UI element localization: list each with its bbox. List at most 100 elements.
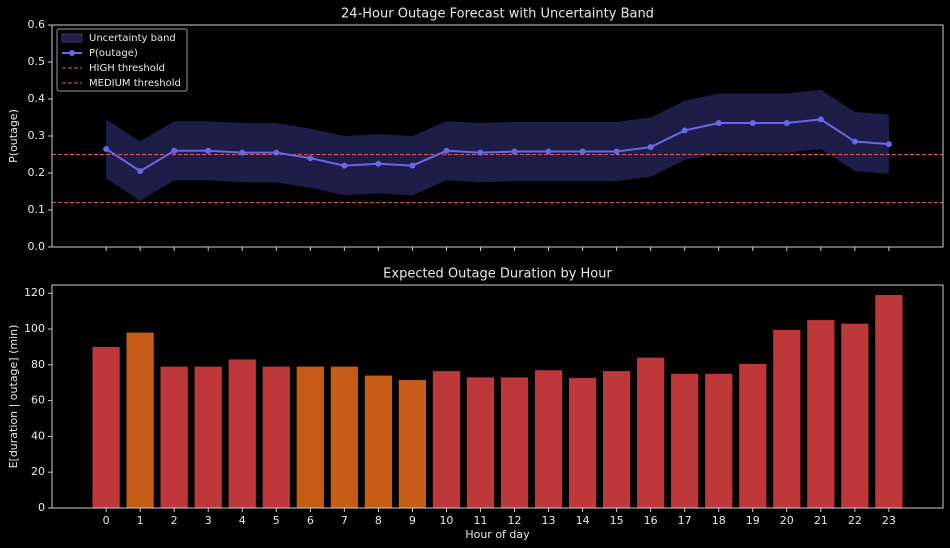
point <box>171 147 178 154</box>
chart-title: Expected Outage Duration by Hour <box>383 267 612 282</box>
x-tick-label: 5 <box>273 514 280 527</box>
y-tick-label: 120 <box>24 286 45 299</box>
bar <box>466 377 495 508</box>
x-tick-label: 20 <box>780 514 794 527</box>
x-tick-label: 14 <box>576 514 590 527</box>
bar <box>705 373 733 508</box>
y-tick-label: 0.0 <box>28 240 46 253</box>
legend-box <box>56 28 188 92</box>
point <box>409 162 416 169</box>
uncertainty-band <box>106 89 889 201</box>
y-tick-label: 20 <box>31 465 45 478</box>
y-axis-label: E[duration | outage] (min) <box>7 325 20 469</box>
bar <box>160 366 188 508</box>
legend-label: MEDIUM threshold <box>89 78 181 89</box>
point <box>647 144 654 151</box>
bar <box>432 371 461 508</box>
y-tick-label: 80 <box>31 358 45 371</box>
point <box>579 148 586 155</box>
x-tick-label: 21 <box>814 514 828 527</box>
legend-label: P(outage) <box>89 48 138 59</box>
legend-marker <box>69 50 75 56</box>
bar <box>500 377 529 508</box>
x-tick-label: 23 <box>882 514 896 527</box>
bar <box>637 357 665 508</box>
chart-title: 24-Hour Outage Forecast with Uncertainty… <box>341 7 654 22</box>
point <box>511 148 518 155</box>
point <box>273 149 280 156</box>
x-tick-label: 6 <box>307 514 314 527</box>
x-tick-label: 18 <box>712 514 726 527</box>
x-axis-label: Hour of day <box>465 528 530 541</box>
x-tick-label: 2 <box>171 514 178 527</box>
bar <box>568 378 597 508</box>
point <box>239 149 246 156</box>
y-tick-label: 0.4 <box>28 92 46 105</box>
y-tick-label: 0.6 <box>28 18 46 31</box>
bar <box>194 366 222 508</box>
point <box>885 141 892 148</box>
x-tick-label: 0 <box>103 514 110 527</box>
y-tick-label: 0 <box>38 501 45 514</box>
point <box>715 120 722 127</box>
point <box>817 116 824 123</box>
bar <box>773 329 801 508</box>
bar <box>330 366 358 508</box>
x-tick-label: 13 <box>542 514 556 527</box>
bar <box>296 366 324 508</box>
x-tick-label: 11 <box>473 514 487 527</box>
x-tick-label: 4 <box>239 514 246 527</box>
x-tick-label: 22 <box>848 514 862 527</box>
bar <box>398 380 427 508</box>
y-tick-label: 0.3 <box>28 129 46 142</box>
point <box>443 147 450 154</box>
legend-label: Uncertainty band <box>89 33 176 44</box>
point <box>103 145 110 152</box>
x-tick-label: 15 <box>610 514 624 527</box>
y-tick-label: 0.2 <box>28 166 46 179</box>
y-tick-label: 0.5 <box>28 55 46 68</box>
bar <box>228 359 256 508</box>
x-tick-label: 1 <box>137 514 144 527</box>
y-tick-label: 100 <box>24 322 45 335</box>
point <box>205 147 212 154</box>
bar <box>671 373 699 508</box>
y-axis-label: P(outage) <box>7 109 20 163</box>
x-tick-label: 8 <box>375 514 382 527</box>
point <box>307 155 314 162</box>
point <box>749 120 756 127</box>
series-line <box>105 118 889 173</box>
x-tick-label: 17 <box>678 514 692 527</box>
bar <box>534 370 563 508</box>
point <box>545 148 552 155</box>
x-tick-label: 10 <box>439 514 453 527</box>
x-tick-label: 12 <box>508 514 522 527</box>
bar <box>807 320 835 508</box>
point <box>613 148 620 155</box>
bar <box>841 323 869 508</box>
bar <box>875 295 903 508</box>
point <box>851 138 858 145</box>
legend-label: HIGH threshold <box>89 63 165 74</box>
y-tick-label: 40 <box>31 429 45 442</box>
point <box>681 127 688 134</box>
legend-swatch <box>61 33 83 43</box>
x-tick-label: 9 <box>409 514 416 527</box>
point <box>137 168 144 175</box>
point <box>783 120 790 127</box>
axes-frame <box>51 284 944 509</box>
axes-frame <box>51 24 944 248</box>
bar <box>364 375 392 508</box>
x-tick-label: 19 <box>746 514 760 527</box>
point <box>477 149 484 156</box>
x-tick-label: 7 <box>341 514 348 527</box>
x-tick-label: 16 <box>644 514 658 527</box>
y-tick-label: 0.1 <box>28 203 46 216</box>
bar <box>262 366 290 508</box>
y-tick-label: 60 <box>31 394 45 407</box>
point <box>375 160 382 167</box>
bar <box>739 363 767 508</box>
x-tick-label: 3 <box>205 514 212 527</box>
